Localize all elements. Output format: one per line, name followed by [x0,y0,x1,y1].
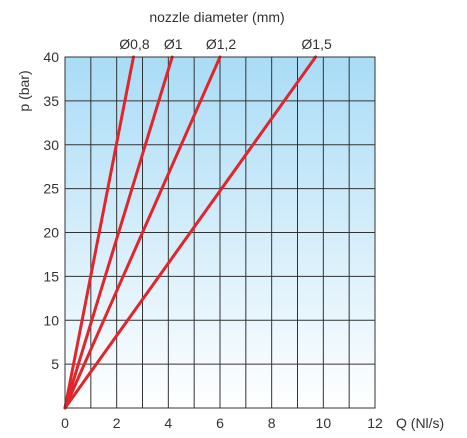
series-label: Ø1 [164,36,183,52]
x-axis-label: Q (Nl/s) [396,415,444,431]
x-tick-label: 8 [268,415,276,431]
series-label: Ø1,5 [301,36,332,52]
tick-labels: 0 2 4 6 8 10 12 5 10 15 20 25 30 35 40 [43,49,383,431]
y-tick-label: 20 [43,225,59,241]
x-tick-label: 12 [367,415,383,431]
y-tick-label: 40 [43,49,59,65]
x-tick-label: 6 [216,415,224,431]
series-label: Ø1,2 [206,36,237,52]
labels: nozzle diameter (mm) Q (Nl/s) p (bar) [16,9,444,431]
series-lines: Ø0,8 Ø1 Ø1,2 Ø1,5 [63,36,332,410]
y-tick-label: 35 [43,93,59,109]
x-tick-label: 2 [113,415,121,431]
top-axis-title: nozzle diameter (mm) [149,9,284,25]
y-axis-label: p (bar) [16,70,32,111]
series-line [63,55,135,410]
x-tick-label: 4 [164,415,172,431]
series-line [63,55,174,410]
y-tick-label: 5 [51,356,59,372]
y-tick-label: 15 [43,268,59,284]
series-line [63,55,222,410]
y-tick-label: 10 [43,312,59,328]
y-tick-label: 25 [43,181,59,197]
plot-frame [64,56,376,409]
series-line [63,55,318,410]
y-tick-label: 30 [43,137,59,153]
x-tick-label: 0 [61,415,69,431]
x-tick-label: 10 [316,415,332,431]
series-label: Ø0,8 [119,36,150,52]
